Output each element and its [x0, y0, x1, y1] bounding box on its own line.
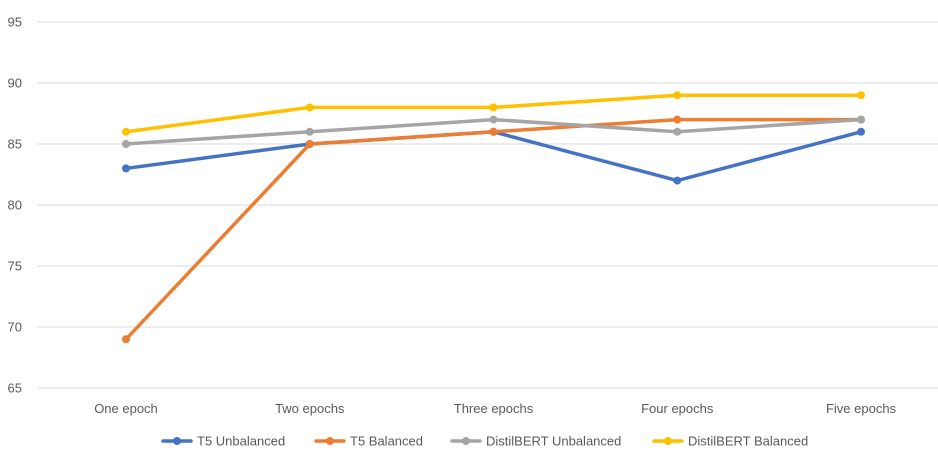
data-point	[673, 127, 682, 136]
data-point	[122, 140, 130, 148]
legend-item: DistilBERT Unbalanced	[450, 434, 621, 449]
series-line	[124, 130, 863, 183]
x-tick-label: Three epochs	[454, 401, 534, 416]
x-tick-label: Four epochs	[641, 401, 714, 416]
x-axis-ticks: One epoch Two epochs Three epochs Four epoc…	[94, 401, 896, 416]
legend-swatch-marker	[326, 437, 334, 445]
data-point	[857, 91, 865, 100]
data-point	[857, 115, 865, 124]
y-tick-label: 65	[8, 381, 22, 396]
data-point	[489, 127, 498, 136]
legend-label: T5 Balanced	[350, 434, 423, 449]
legend-swatch-marker	[462, 437, 470, 445]
y-tick-label: 80	[8, 198, 22, 213]
legend-swatch-marker	[173, 437, 181, 445]
data-point	[305, 103, 314, 112]
x-tick-label: Five epochs	[826, 401, 897, 416]
series-distilbert-unbalanced	[122, 115, 865, 148]
data-point	[305, 140, 314, 148]
y-tick-label: 85	[8, 137, 22, 152]
legend-label: DistilBERT Balanced	[688, 434, 808, 449]
data-point	[122, 127, 130, 136]
x-tick-label: One epoch	[94, 401, 158, 416]
legend-label: DistilBERT Unbalanced	[486, 434, 621, 449]
y-tick-label: 95	[8, 15, 22, 30]
y-tick-label: 75	[8, 259, 22, 274]
legend-item: T5 Balanced	[314, 434, 423, 449]
data-point	[673, 115, 682, 124]
data-point	[489, 115, 498, 124]
x-tick-label: Two epochs	[275, 401, 345, 416]
legend: T5 Unbalanced T5 Balanced DistilBERT Unbal…	[161, 434, 808, 449]
data-point	[122, 335, 130, 344]
data-point	[305, 127, 314, 136]
data-point	[673, 91, 682, 100]
legend-label: T5 Unbalanced	[197, 434, 285, 449]
data-point	[857, 127, 865, 136]
series-distilbert-balanced	[122, 91, 865, 136]
data-point	[673, 176, 682, 185]
y-tick-label: 70	[8, 320, 22, 335]
legend-item: T5 Unbalanced	[161, 434, 285, 449]
data-point	[489, 103, 498, 112]
data-point	[122, 164, 130, 173]
y-axis-ticks: 65 70 75 80 85 90 95	[8, 15, 22, 396]
legend-swatch-marker	[664, 437, 672, 445]
series-lines	[122, 91, 865, 344]
y-tick-label: 90	[8, 76, 22, 91]
legend-item: DistilBERT Balanced	[652, 434, 808, 449]
series-t5-balanced	[122, 115, 865, 344]
gridlines	[37, 21, 938, 389]
